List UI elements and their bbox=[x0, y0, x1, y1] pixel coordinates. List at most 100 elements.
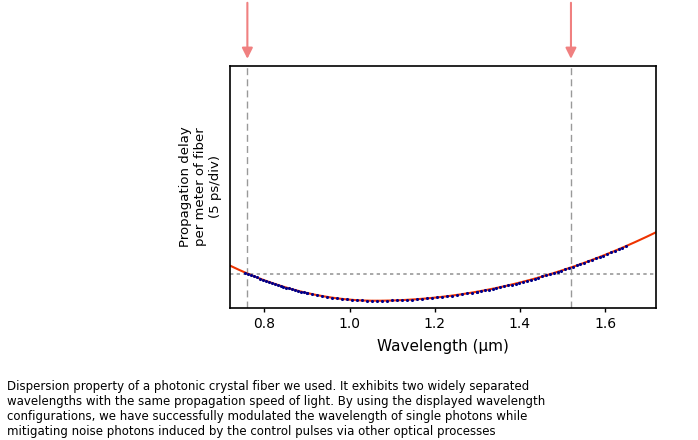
Point bbox=[248, 273, 260, 280]
Point bbox=[417, 295, 428, 302]
Point bbox=[544, 271, 556, 278]
Point bbox=[537, 273, 548, 280]
Point bbox=[617, 244, 628, 251]
Point bbox=[609, 247, 621, 254]
Point bbox=[575, 260, 586, 268]
Point bbox=[239, 269, 251, 276]
Point bbox=[401, 296, 413, 303]
Point bbox=[412, 296, 423, 303]
Point bbox=[322, 293, 333, 301]
Point bbox=[392, 297, 403, 304]
Point bbox=[258, 276, 269, 283]
Point bbox=[357, 297, 368, 304]
Point bbox=[299, 289, 310, 296]
Point bbox=[510, 280, 521, 287]
Point bbox=[495, 284, 506, 291]
Point bbox=[472, 288, 483, 295]
Point bbox=[263, 279, 274, 286]
Point bbox=[467, 289, 478, 296]
Point bbox=[387, 297, 398, 304]
Point bbox=[371, 297, 383, 304]
Point bbox=[487, 285, 498, 292]
Y-axis label: Propagation delay
per meter of fiber
(5 ps/div): Propagation delay per meter of fiber (5 … bbox=[179, 127, 222, 247]
Point bbox=[475, 287, 487, 294]
Point bbox=[579, 259, 590, 266]
Point bbox=[533, 274, 544, 281]
Point bbox=[480, 287, 491, 294]
Point bbox=[437, 293, 448, 301]
Point bbox=[426, 294, 438, 301]
Point bbox=[567, 263, 579, 270]
Point bbox=[456, 291, 468, 298]
Point bbox=[586, 257, 597, 264]
Point bbox=[246, 271, 257, 279]
Point bbox=[292, 287, 304, 294]
Point bbox=[362, 297, 373, 304]
Point bbox=[382, 297, 393, 304]
Point bbox=[422, 295, 433, 302]
Point bbox=[571, 262, 582, 269]
Point bbox=[341, 296, 352, 303]
Point bbox=[591, 255, 602, 262]
Point bbox=[284, 285, 295, 292]
Point bbox=[346, 296, 357, 303]
X-axis label: Wavelength (μm): Wavelength (μm) bbox=[378, 339, 509, 354]
Point bbox=[498, 283, 510, 290]
Point bbox=[407, 296, 418, 303]
Point bbox=[621, 242, 632, 249]
Point bbox=[483, 286, 494, 293]
Point bbox=[521, 277, 533, 284]
Point bbox=[452, 291, 463, 298]
Point bbox=[529, 275, 540, 282]
Point bbox=[336, 295, 348, 302]
Point bbox=[517, 278, 528, 285]
Point bbox=[552, 268, 563, 275]
Point bbox=[332, 295, 343, 302]
Text: Dispersion property of a photonic crystal fiber we used. It exhibits two widely : Dispersion property of a photonic crysta… bbox=[7, 380, 545, 438]
Point bbox=[583, 258, 594, 265]
Point bbox=[472, 288, 483, 295]
Point bbox=[269, 280, 280, 287]
Point bbox=[287, 286, 298, 293]
Point bbox=[295, 288, 306, 295]
Point bbox=[491, 284, 502, 291]
Point bbox=[254, 275, 265, 282]
Point bbox=[272, 281, 283, 288]
Point bbox=[316, 293, 327, 300]
Point bbox=[278, 283, 289, 290]
Point bbox=[311, 292, 322, 299]
Point bbox=[525, 276, 536, 283]
Point bbox=[376, 297, 387, 304]
Point bbox=[514, 279, 525, 286]
Point bbox=[352, 297, 363, 304]
Point bbox=[251, 274, 262, 281]
Point bbox=[594, 253, 605, 260]
Point bbox=[548, 270, 559, 277]
Point bbox=[260, 277, 272, 284]
Point bbox=[327, 294, 338, 301]
Point bbox=[431, 294, 443, 301]
Point bbox=[442, 293, 453, 300]
Point bbox=[366, 297, 378, 304]
Point bbox=[396, 297, 408, 304]
Point bbox=[597, 252, 609, 259]
Point bbox=[506, 281, 517, 288]
Point bbox=[302, 290, 313, 297]
Point bbox=[306, 290, 318, 297]
Point bbox=[613, 246, 624, 253]
Point bbox=[243, 270, 254, 277]
Point bbox=[302, 290, 313, 297]
Point bbox=[275, 282, 286, 290]
Point bbox=[605, 249, 616, 256]
Point bbox=[290, 286, 301, 293]
Point bbox=[602, 250, 613, 257]
Point bbox=[447, 292, 458, 299]
Point bbox=[560, 266, 571, 273]
Point bbox=[503, 282, 514, 289]
Point bbox=[281, 284, 292, 291]
Point bbox=[556, 267, 567, 274]
Point bbox=[266, 279, 277, 286]
Point bbox=[540, 272, 551, 279]
Point bbox=[563, 264, 574, 271]
Point bbox=[461, 290, 473, 297]
